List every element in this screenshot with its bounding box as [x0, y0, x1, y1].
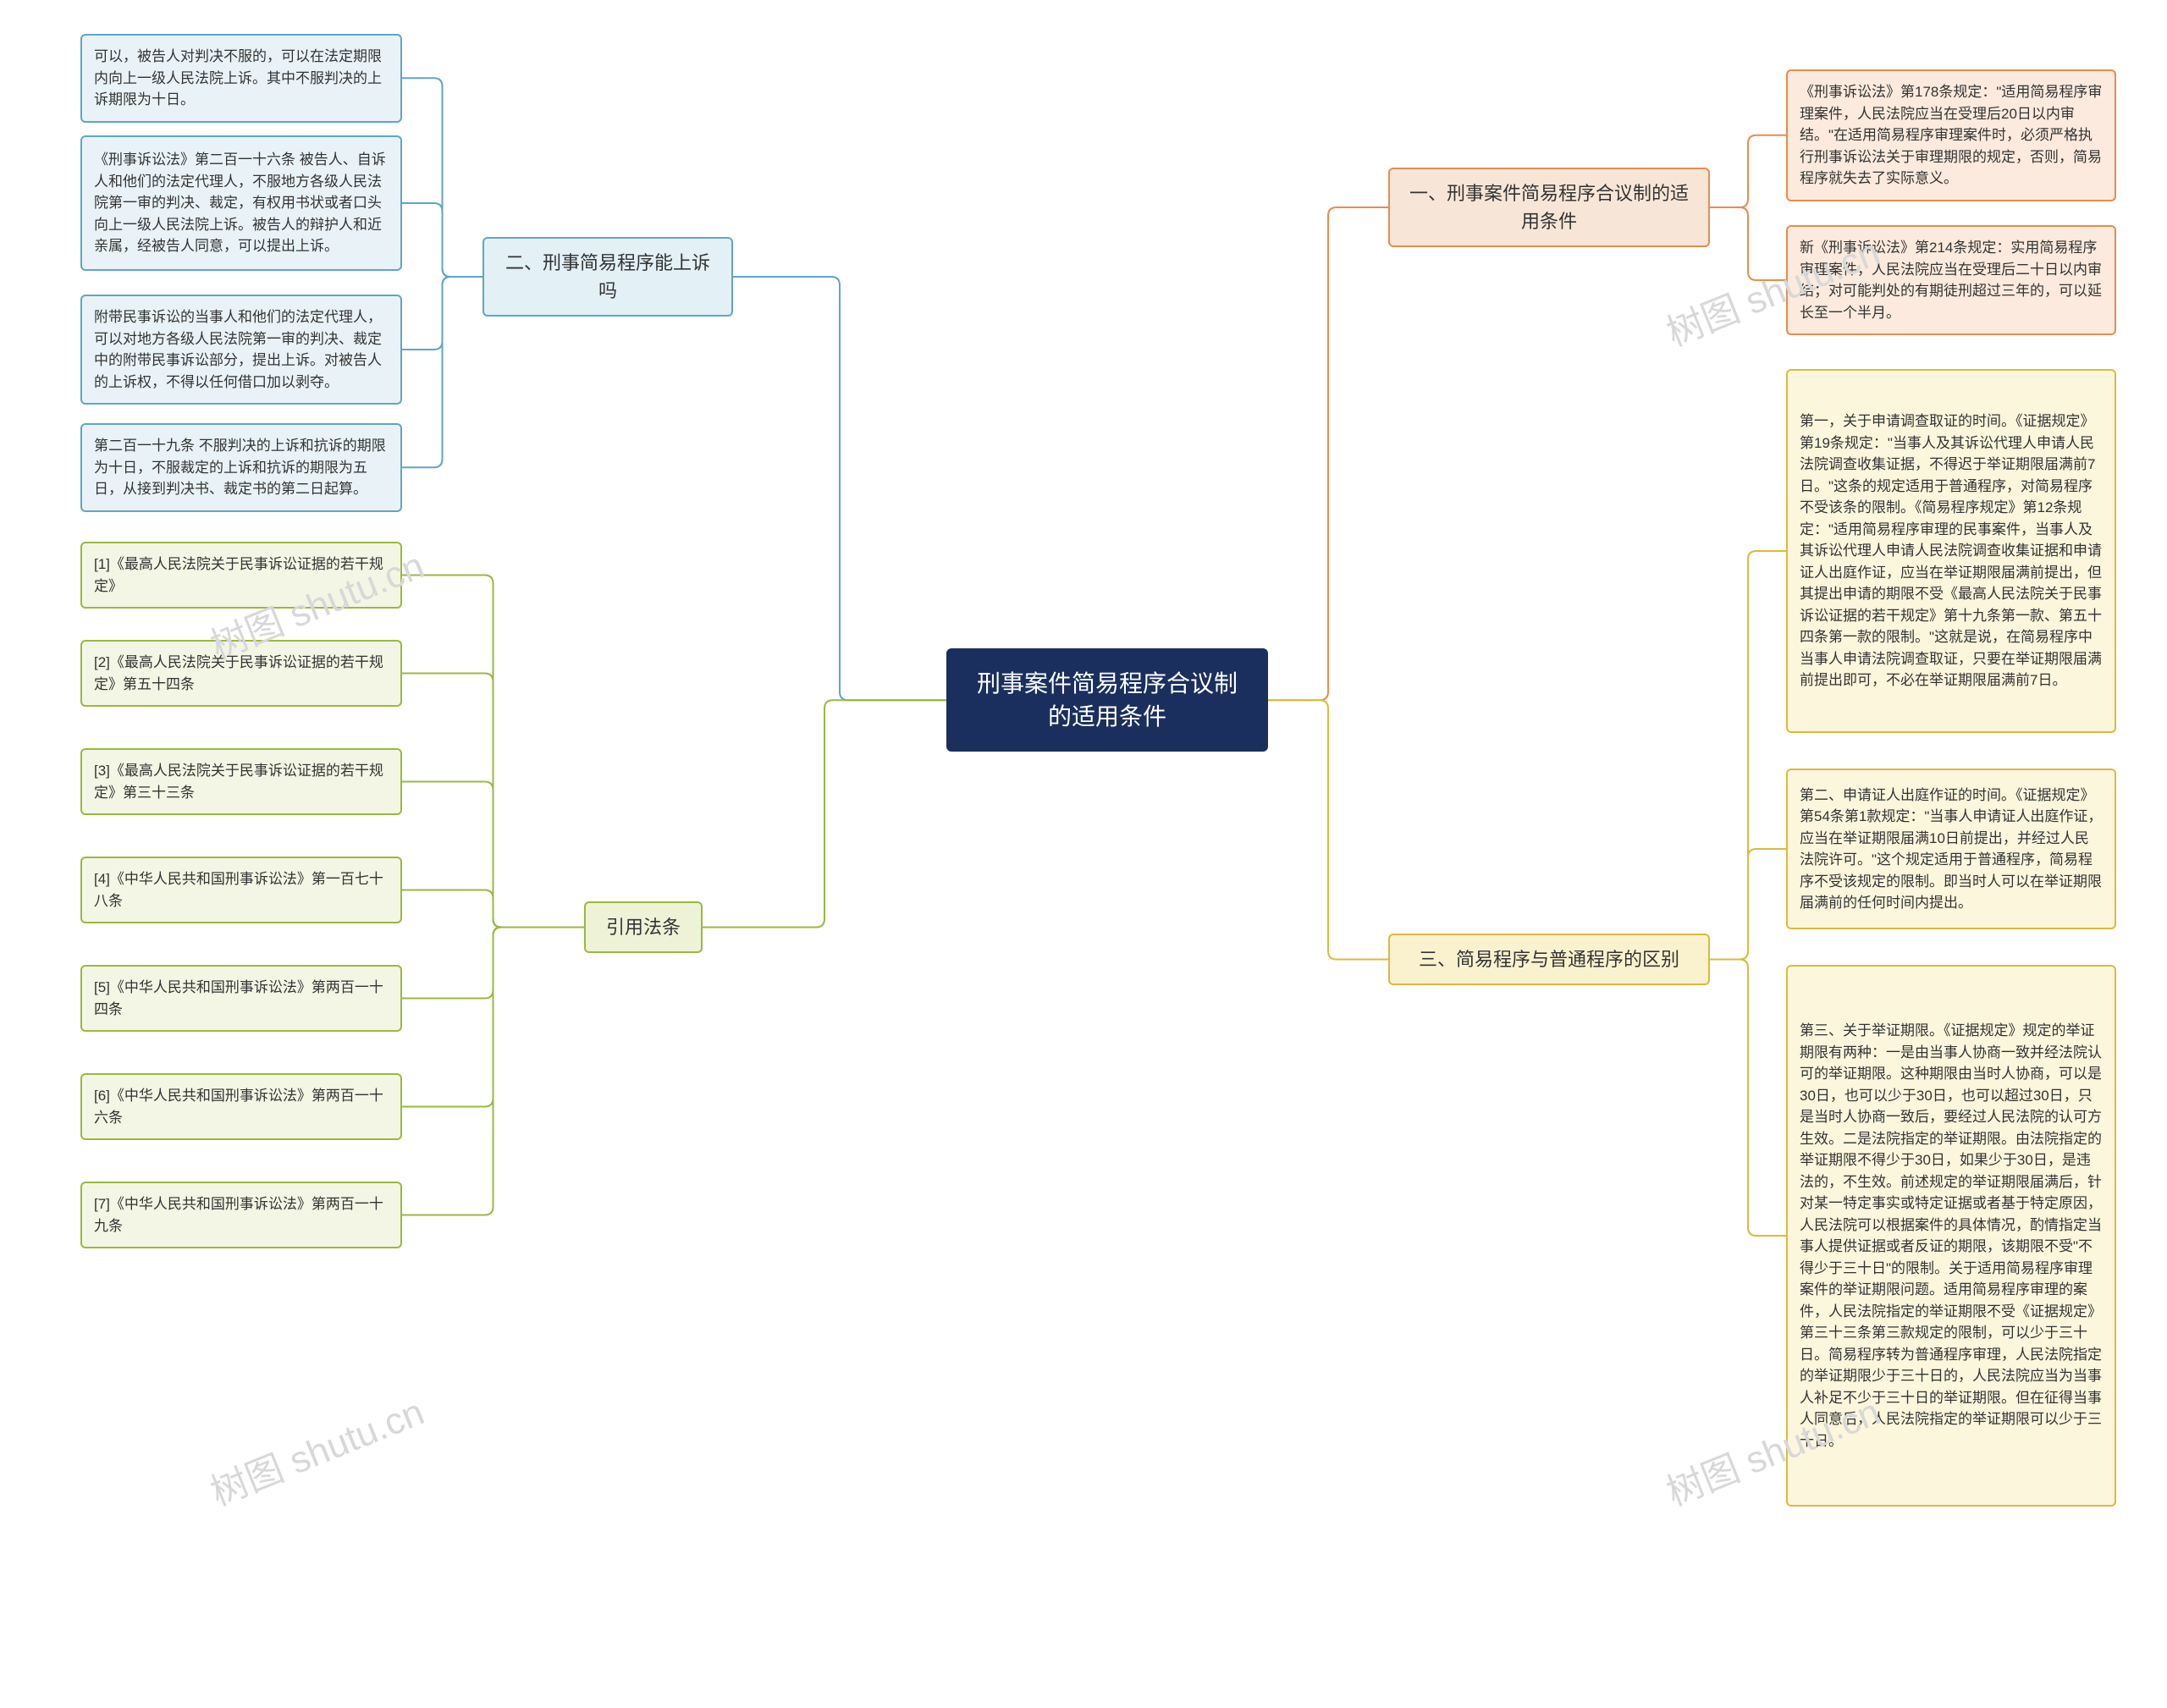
leaf-b2l1[interactable]: 可以，被告人对判决不服的，可以在法定期限内向上一级人民法院上诉。其中不服判决的上… [80, 34, 402, 123]
leaf-b1l1[interactable]: 《刑事诉讼法》第178条规定："适用简易程序审理案件，人民法院应当在受理后20日… [1786, 69, 2116, 201]
leaf-b3l1[interactable]: 第一，关于申请调查取证的时间。《证据规定》第19条规定："当事人及其诉讼代理人申… [1786, 369, 2116, 733]
connector [402, 576, 584, 928]
connector [402, 203, 482, 277]
leaf-b3l2[interactable]: 第二、申请证人出庭作证的时间。《证据规定》第54条第1款规定："当事人申请证人出… [1786, 769, 2116, 929]
connector [1710, 135, 1786, 207]
connector [402, 890, 584, 928]
leaf-b2l4[interactable]: 第二百一十九条 不服判决的上诉和抗诉的期限为十日，不服裁定的上诉和抗诉的期限为五… [80, 423, 402, 512]
connector [402, 78, 482, 277]
watermark: 树图 shutu.cn [201, 1381, 431, 1516]
branch-b4[interactable]: 引用法条 [584, 901, 703, 953]
connector [733, 277, 946, 700]
leaf-b2l2[interactable]: 《刑事诉讼法》第二百一十六条 被告人、自诉人和他们的法定代理人，不服地方各级人民… [80, 135, 402, 271]
leaf-b2l3[interactable]: 附带民事诉讼的当事人和他们的法定代理人，可以对地方各级人民法院第一审的判决、裁定… [80, 295, 402, 405]
branch-b1[interactable]: 一、刑事案件简易程序合议制的适用条件 [1388, 168, 1710, 247]
leaf-b4l4[interactable]: [4]《中华人民共和国刑事诉讼法》第一百七十八条 [80, 857, 402, 923]
connector [402, 928, 584, 999]
root-node[interactable]: 刑事案件简易程序合议制的适用条件 [946, 648, 1268, 752]
connector [1268, 207, 1388, 700]
leaf-b4l1[interactable]: [1]《最高人民法院关于民事诉讼证据的若干规定》 [80, 542, 402, 609]
branch-b3[interactable]: 三、简易程序与普通程序的区别 [1388, 934, 1710, 985]
branch-b2[interactable]: 二、刑事简易程序能上诉吗 [482, 237, 733, 317]
connector [402, 928, 584, 1215]
connector [402, 782, 584, 928]
connector [402, 928, 584, 1107]
connector [402, 277, 482, 350]
connector [1710, 551, 1786, 960]
connector [1710, 960, 1786, 1237]
leaf-b4l6[interactable]: [6]《中华人民共和国刑事诉讼法》第两百一十六条 [80, 1073, 402, 1140]
leaf-b1l2[interactable]: 新《刑事诉讼法》第214条规定：实用简易程序审理案件，人民法院应当在受理后二十日… [1786, 225, 2116, 335]
connector [1268, 700, 1388, 959]
connector [402, 277, 482, 467]
leaf-b4l7[interactable]: [7]《中华人民共和国刑事诉讼法》第两百一十九条 [80, 1182, 402, 1248]
connector [1710, 207, 1786, 280]
leaf-b4l3[interactable]: [3]《最高人民法院关于民事诉讼证据的若干规定》第三十三条 [80, 748, 402, 815]
connector [703, 700, 946, 927]
leaf-b4l2[interactable]: [2]《最高人民法院关于民事诉讼证据的若干规定》第五十四条 [80, 640, 402, 707]
connector [1710, 849, 1786, 960]
leaf-b4l5[interactable]: [5]《中华人民共和国刑事诉讼法》第两百一十四条 [80, 965, 402, 1032]
leaf-b3l3[interactable]: 第三、关于举证期限。《证据规定》规定的举证期限有两种：一是由当事人协商一致并经法… [1786, 965, 2116, 1507]
connector [402, 674, 584, 928]
